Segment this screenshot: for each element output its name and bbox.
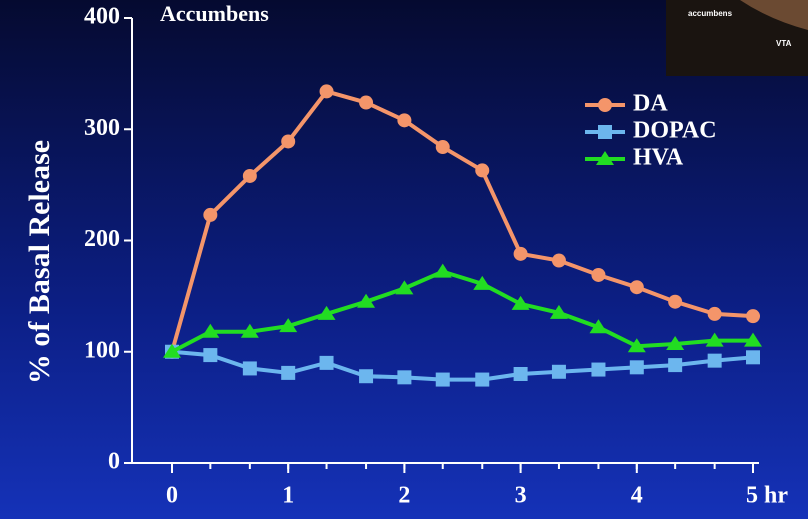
- inset-label: VTA: [776, 39, 792, 48]
- x-tick-label: 3: [515, 483, 527, 509]
- y-axis-label: % of Basal Release: [23, 140, 56, 384]
- y-tick-label: 300: [84, 115, 120, 141]
- marker: [436, 373, 450, 387]
- background: [0, 0, 808, 519]
- x-tick-label: 0: [166, 483, 178, 509]
- marker: [668, 358, 682, 372]
- marker: [203, 348, 217, 362]
- legend-marker: [598, 98, 612, 112]
- marker: [243, 169, 257, 183]
- marker: [630, 280, 644, 294]
- marker: [359, 96, 373, 110]
- marker: [746, 350, 760, 364]
- y-tick-label: 100: [84, 337, 120, 363]
- marker: [320, 356, 334, 370]
- marker: [475, 373, 489, 387]
- marker: [708, 354, 722, 368]
- marker: [708, 307, 722, 321]
- marker: [397, 370, 411, 384]
- marker: [436, 140, 450, 154]
- marker: [591, 363, 605, 377]
- inset-label: accumbens: [688, 9, 733, 18]
- marker: [630, 360, 644, 374]
- marker: [514, 247, 528, 261]
- marker: [320, 84, 334, 98]
- marker: [514, 367, 528, 381]
- marker: [243, 361, 257, 375]
- x-tick-label: 5 hr: [746, 483, 788, 509]
- legend-marker: [598, 125, 612, 139]
- x-tick-label: 4: [631, 483, 643, 509]
- legend-label: HVA: [633, 145, 684, 171]
- chart-title: Accumbens: [160, 1, 269, 26]
- legend-label: DOPAC: [633, 118, 717, 144]
- x-tick-label: 2: [398, 483, 410, 509]
- y-tick-label: 400: [84, 4, 120, 30]
- y-tick-label: 0: [108, 449, 120, 475]
- marker: [203, 208, 217, 222]
- marker: [281, 366, 295, 380]
- x-tick-label: 1: [282, 483, 294, 509]
- marker: [552, 254, 566, 268]
- marker: [591, 268, 605, 282]
- y-tick-label: 200: [84, 226, 120, 252]
- marker: [475, 163, 489, 177]
- legend-label: DA: [633, 91, 668, 117]
- marker: [397, 113, 411, 127]
- marker: [746, 309, 760, 323]
- marker: [668, 295, 682, 309]
- marker: [281, 134, 295, 148]
- marker: [359, 369, 373, 383]
- marker: [552, 365, 566, 379]
- chart: accumbens VTA Accumbens % of Basal Relea…: [0, 0, 808, 519]
